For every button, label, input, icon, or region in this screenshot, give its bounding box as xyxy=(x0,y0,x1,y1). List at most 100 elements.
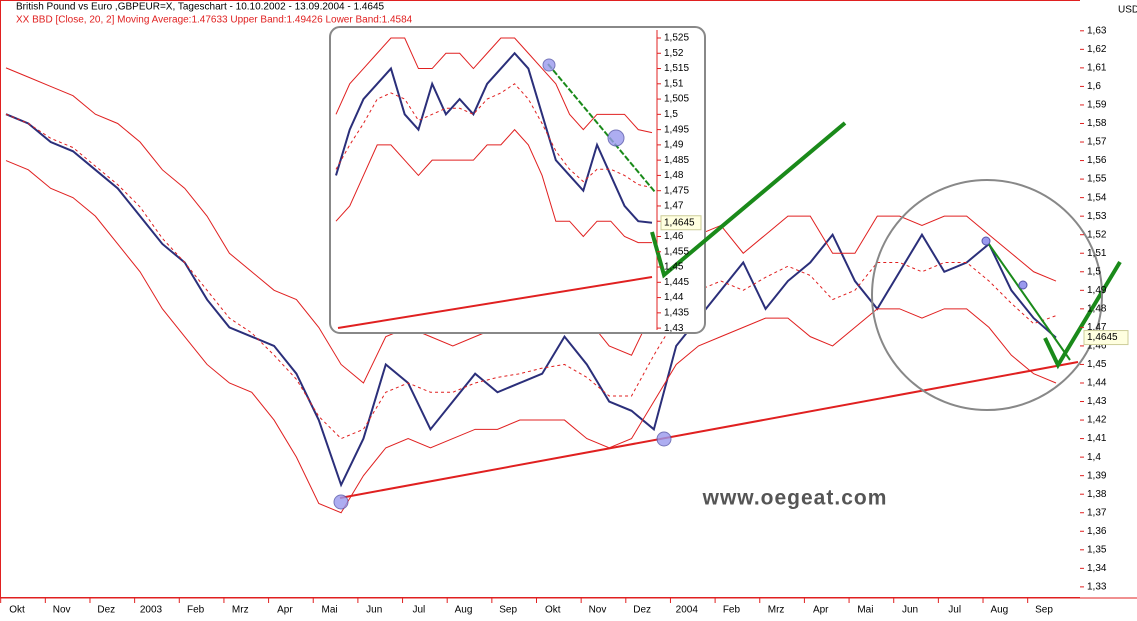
y-tick-label: 1,43 xyxy=(664,323,684,334)
x-tick-label: Aug xyxy=(455,605,473,616)
y-tick-label: 1,34 xyxy=(1087,563,1107,574)
y-tick-label: 1,51 xyxy=(664,78,684,89)
y-tick-label: 1,55 xyxy=(1087,174,1107,185)
y-tick-label: 1,4 xyxy=(1087,452,1101,463)
axis-label: USD xyxy=(1118,5,1137,16)
y-tick-label: 1,52 xyxy=(1087,229,1107,240)
band-line xyxy=(335,83,653,189)
pivot-marker xyxy=(542,58,556,72)
last-value-label: 1,4645 xyxy=(1087,332,1118,343)
y-tick-label: 1,44 xyxy=(664,292,684,303)
y-tick-label: 1,6 xyxy=(1087,81,1101,92)
trend-line xyxy=(339,361,1079,499)
y-tick-label: 1,46 xyxy=(664,231,684,242)
x-tick-label: Aug xyxy=(990,605,1008,616)
x-tick-label: Mai xyxy=(322,605,338,616)
trend-line xyxy=(337,276,653,329)
x-tick-label: Jul xyxy=(412,605,425,616)
y-tick-label: 1,33 xyxy=(1087,582,1107,593)
x-tick-label: Sep xyxy=(1035,605,1053,616)
y-tick-label: 1,48 xyxy=(1087,303,1107,314)
y-tick-label: 1,58 xyxy=(1087,118,1107,129)
resistance-line xyxy=(985,239,1071,361)
y-tick-label: 1,49 xyxy=(1087,285,1107,296)
y-tick-label: 1,37 xyxy=(1087,507,1107,518)
y-tick-label: 1,445 xyxy=(664,277,689,288)
x-tick-label: Feb xyxy=(187,605,205,616)
y-tick-label: 1,59 xyxy=(1087,100,1107,111)
highlight-circle xyxy=(871,179,1103,411)
last-value-box xyxy=(1083,330,1129,346)
band-line xyxy=(335,37,653,134)
pivot-marker xyxy=(333,494,349,510)
y-tick-label: 1,44 xyxy=(1087,378,1107,389)
x-tick-label: Okt xyxy=(545,605,561,616)
y-tick-label: 1,5 xyxy=(664,109,678,120)
y-tick-label: 1,475 xyxy=(664,185,689,196)
band-line xyxy=(5,113,1057,440)
y-tick-label: 1,505 xyxy=(664,94,689,105)
pivot-marker xyxy=(981,236,991,246)
pivot-marker xyxy=(1018,280,1028,290)
x-tick-label: Jun xyxy=(902,605,918,616)
x-tick-label: Mai xyxy=(857,605,873,616)
y-tick-label: 1,46 xyxy=(1087,341,1107,352)
x-tick-label: 2004 xyxy=(676,605,699,616)
y-tick-label: 1,52 xyxy=(664,48,684,59)
y-tick-label: 1,48 xyxy=(664,170,684,181)
x-tick-label: Apr xyxy=(277,605,293,616)
y-tick-label: 1,39 xyxy=(1087,470,1107,481)
watermark: www.oegeat.com xyxy=(702,487,888,510)
x-tick-label: Mrz xyxy=(232,605,249,616)
y-tick-label: 1,49 xyxy=(664,140,684,151)
y-tick-label: 1,36 xyxy=(1087,526,1107,537)
y-tick-label: 1,38 xyxy=(1087,489,1107,500)
x-tick-label: Apr xyxy=(813,605,829,616)
y-tick-label: 1,51 xyxy=(1087,248,1107,259)
price-line xyxy=(5,113,1057,488)
y-tick-label: 1,45 xyxy=(664,262,684,273)
y-tick-label: 1,56 xyxy=(1087,155,1107,166)
x-tick-label: Dez xyxy=(633,605,651,616)
last-value-label: 1,4645 xyxy=(664,217,695,228)
y-tick-label: 1,61 xyxy=(1087,63,1107,74)
x-tick-label: Jun xyxy=(366,605,382,616)
inset-frame xyxy=(329,26,706,334)
y-tick-label: 1,53 xyxy=(1087,211,1107,222)
y-tick-label: 1,57 xyxy=(1087,137,1107,148)
y-tick-label: 1,63 xyxy=(1087,25,1107,36)
y-tick-label: 1,35 xyxy=(1087,544,1107,555)
chart-subtitle: XX BBD [Close, 20, 2] Moving Average:1.4… xyxy=(16,15,413,26)
y-tick-label: 1,62 xyxy=(1087,44,1107,55)
x-tick-label: Jul xyxy=(948,605,961,616)
y-tick-label: 1,525 xyxy=(664,33,689,44)
x-tick-label: Nov xyxy=(589,605,607,616)
y-tick-label: 1,47 xyxy=(664,201,684,212)
x-tick-label: 2003 xyxy=(140,605,163,616)
y-tick-label: 1,515 xyxy=(664,63,689,74)
y-tick-label: 1,485 xyxy=(664,155,689,166)
chart-title: British Pound vs Euro ,GBPEUR=X, Tagesch… xyxy=(16,2,385,13)
inset-plot xyxy=(335,37,653,244)
price-line xyxy=(335,51,653,224)
projection xyxy=(1043,260,1122,370)
x-tick-label: Mrz xyxy=(768,605,785,616)
x-tick-label: Sep xyxy=(499,605,517,616)
x-tick-label: Feb xyxy=(723,605,741,616)
y-tick-label: 1,43 xyxy=(1087,396,1107,407)
last-value-box xyxy=(660,215,702,231)
y-tick-label: 1,54 xyxy=(1087,192,1107,203)
x-tick-label: Okt xyxy=(9,605,25,616)
y-tick-label: 1,435 xyxy=(664,307,689,318)
y-tick-label: 1,42 xyxy=(1087,415,1107,426)
y-tick-label: 1,455 xyxy=(664,246,689,257)
projection xyxy=(650,121,847,279)
x-tick-label: Dez xyxy=(97,605,115,616)
y-tick-label: 1,5 xyxy=(1087,266,1101,277)
y-tick-label: 1,41 xyxy=(1087,433,1107,444)
band-line xyxy=(335,128,652,244)
y-tick-label: 1,45 xyxy=(1087,359,1107,370)
pivot-marker xyxy=(607,129,625,147)
pivot-marker xyxy=(656,431,672,447)
